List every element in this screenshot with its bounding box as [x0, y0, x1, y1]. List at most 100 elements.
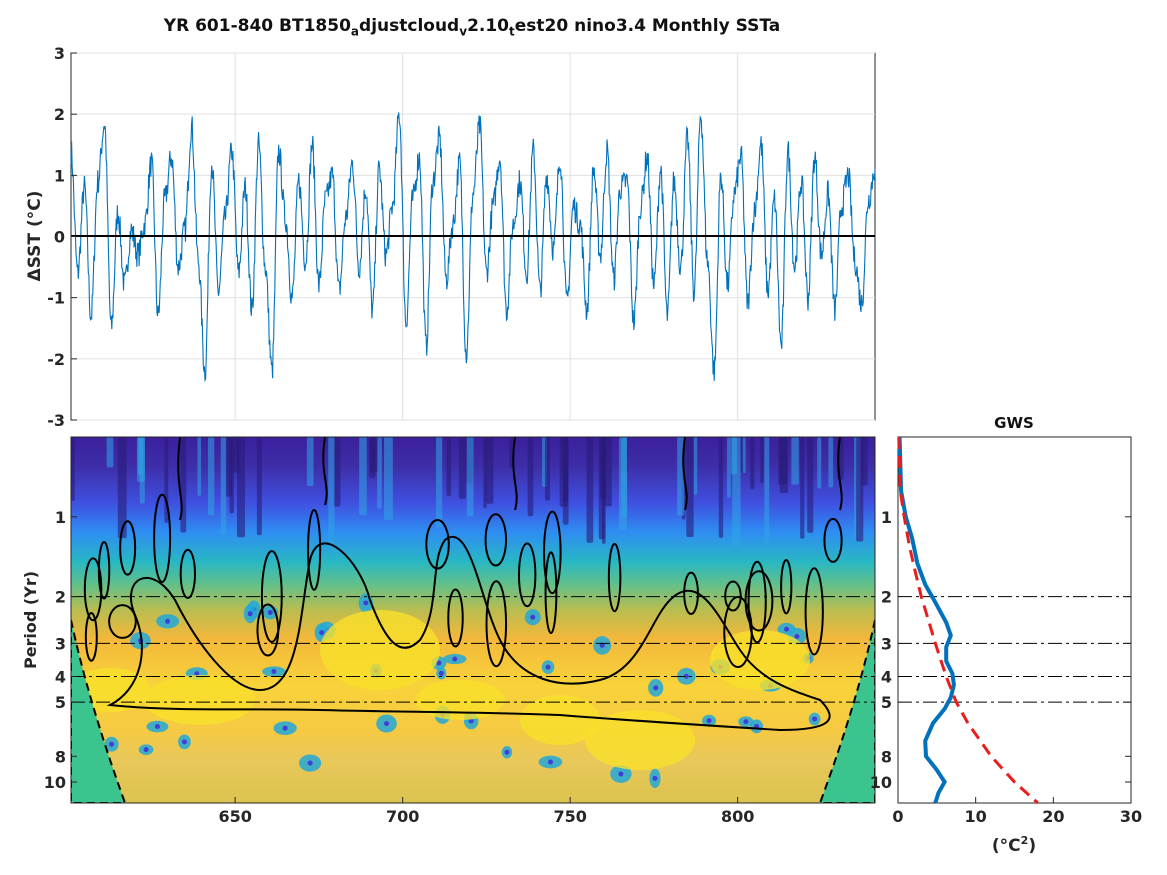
- low-power-core: [812, 716, 818, 722]
- gws-y-tick-label-4: 4: [881, 667, 892, 686]
- gws-x-tick-label-10: 10: [965, 807, 987, 826]
- streak: [117, 437, 127, 539]
- low-power-core: [652, 775, 658, 781]
- power-blobs: [71, 593, 821, 789]
- low-power-core: [282, 725, 288, 731]
- significance-contour-island: [108, 604, 137, 639]
- year-tick-label-650: 650: [218, 807, 251, 826]
- significance-contour-island: [823, 517, 843, 563]
- significance-contour-island: [256, 603, 280, 657]
- significance-contour-spike: [322, 437, 328, 506]
- significance-contour-island: [744, 570, 774, 632]
- streak: [544, 437, 550, 501]
- high-power-blob: [520, 695, 600, 745]
- cone-of-influence-left: [71, 619, 127, 803]
- low-power-core: [267, 609, 273, 615]
- streak: [800, 437, 805, 539]
- y-tick-label-0: 0: [54, 228, 65, 247]
- high-power-blob: [710, 630, 810, 690]
- gws-axes-box: [897, 436, 1132, 804]
- significance-contour-island: [84, 611, 98, 662]
- significance-contour-island: [607, 542, 622, 613]
- significance-contour-island: [83, 557, 103, 622]
- low-power-core: [468, 718, 474, 724]
- streak: [71, 437, 75, 501]
- significance-contour-spike: [177, 437, 183, 521]
- y-tick-label-1: 1: [54, 166, 65, 185]
- streak: [436, 437, 443, 528]
- low-power-core: [154, 724, 160, 730]
- low-power-core: [599, 642, 605, 648]
- low-power-core: [436, 660, 442, 666]
- y-tick-label--3: -3: [47, 411, 65, 430]
- streak: [527, 437, 534, 517]
- gws-curves: [897, 436, 1039, 805]
- significance-contour-island: [517, 542, 537, 608]
- streak: [791, 437, 799, 485]
- significance-contour-island: [747, 560, 767, 644]
- low-power-core: [452, 656, 458, 662]
- streak: [760, 437, 764, 484]
- streak: [466, 437, 474, 517]
- streak: [384, 437, 393, 520]
- streak: [359, 437, 367, 516]
- low-power-core: [165, 618, 171, 624]
- significance-contour-island: [307, 509, 322, 591]
- streak: [137, 437, 143, 475]
- significance-contour-main: [106, 536, 831, 732]
- streak: [817, 437, 822, 489]
- streak: [601, 437, 606, 544]
- figure-title: YR 601-840 BT1850adjustcloudv2.10test20 …: [163, 16, 781, 39]
- low-power-core: [109, 741, 115, 747]
- streak: [458, 437, 466, 499]
- y-tick-label-2: 2: [54, 105, 65, 124]
- streak: [807, 437, 814, 533]
- gws-x-tick-label-30: 30: [1120, 807, 1142, 826]
- streak: [742, 437, 746, 474]
- low-power-core: [794, 633, 800, 639]
- low-power-core: [530, 614, 536, 620]
- streak: [207, 437, 215, 516]
- streak: [225, 437, 233, 497]
- period-tick-label-4: 4: [55, 667, 66, 686]
- low-power-core: [143, 747, 149, 753]
- streak: [693, 437, 698, 495]
- year-tick-label-750: 750: [553, 807, 586, 826]
- year-tick-label-700: 700: [386, 807, 419, 826]
- streak: [220, 437, 227, 535]
- streak: [306, 437, 314, 487]
- high-power-blob: [145, 675, 255, 725]
- streak: [446, 437, 452, 497]
- low-power-core: [653, 685, 659, 691]
- reference-period-lines: [71, 596, 875, 703]
- streak: [256, 437, 262, 536]
- streak: [732, 437, 741, 547]
- high-power-blob: [585, 710, 695, 770]
- streak: [778, 437, 787, 485]
- streak: [686, 437, 694, 537]
- significance-contour-island: [683, 571, 699, 616]
- period-tick-label-1: 1: [55, 508, 66, 527]
- significance-contour-island: [425, 519, 450, 570]
- significance-contour-island: [119, 520, 137, 576]
- time-series-plot: [70, 112, 876, 382]
- low-power-core: [307, 760, 313, 766]
- spectrum-y-label: Period (Yr): [21, 571, 40, 669]
- streak: [750, 437, 755, 490]
- low-power-core: [618, 771, 624, 777]
- y-tick-label--2: -2: [47, 350, 65, 369]
- gws-y-tick-label-1: 1: [881, 508, 892, 527]
- significance-contour-island: [804, 567, 824, 656]
- streak: [621, 437, 628, 518]
- gws-significance-curve: [897, 436, 1039, 805]
- streak: [586, 437, 594, 543]
- streak: [828, 437, 834, 488]
- significance-contour-island: [447, 588, 464, 648]
- streak: [377, 437, 382, 509]
- low-power-core: [504, 749, 510, 755]
- low-power-core: [363, 600, 369, 606]
- cone-of-influence-right: [818, 619, 875, 803]
- spectrum-axes-box: [70, 436, 876, 804]
- streak: [483, 437, 487, 509]
